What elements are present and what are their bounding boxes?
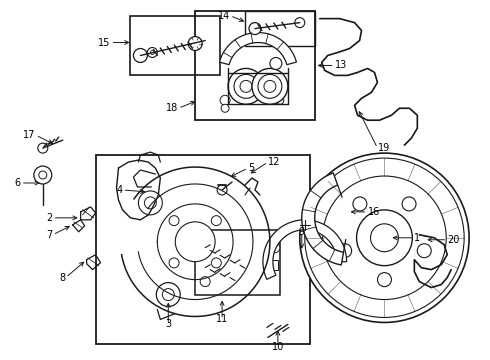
- Circle shape: [270, 243, 280, 253]
- Circle shape: [133, 49, 147, 62]
- Circle shape: [39, 171, 47, 179]
- Circle shape: [417, 244, 431, 258]
- Text: 12: 12: [268, 157, 280, 167]
- Circle shape: [211, 216, 221, 226]
- Circle shape: [377, 273, 392, 287]
- Text: 6: 6: [15, 178, 21, 188]
- Circle shape: [156, 283, 180, 306]
- Text: 17: 17: [24, 130, 36, 140]
- Circle shape: [234, 75, 258, 98]
- Circle shape: [175, 222, 215, 262]
- Text: 19: 19: [377, 143, 390, 153]
- Circle shape: [147, 48, 157, 58]
- Text: 18: 18: [166, 103, 178, 113]
- Bar: [245, 11, 315, 45]
- Text: 20: 20: [447, 235, 460, 245]
- Circle shape: [402, 197, 416, 211]
- Bar: [266, 260, 278, 270]
- Polygon shape: [220, 32, 296, 65]
- Circle shape: [211, 258, 221, 268]
- Text: 15: 15: [98, 37, 111, 48]
- Circle shape: [169, 258, 179, 268]
- Circle shape: [221, 104, 229, 112]
- Bar: [130, 15, 220, 75]
- Text: 8: 8: [60, 273, 66, 283]
- Text: 9: 9: [299, 227, 305, 237]
- Text: 10: 10: [272, 342, 284, 352]
- Circle shape: [200, 276, 210, 287]
- Circle shape: [305, 158, 464, 318]
- Circle shape: [295, 18, 305, 28]
- Circle shape: [240, 80, 252, 92]
- Circle shape: [338, 244, 352, 258]
- Circle shape: [323, 176, 446, 300]
- Circle shape: [169, 216, 179, 226]
- Text: 11: 11: [216, 314, 228, 324]
- Circle shape: [353, 197, 367, 211]
- Bar: [195, 230, 280, 294]
- Text: 2: 2: [47, 213, 53, 223]
- Circle shape: [150, 50, 154, 54]
- Circle shape: [264, 80, 276, 92]
- Circle shape: [162, 289, 174, 301]
- Circle shape: [300, 153, 469, 323]
- Circle shape: [276, 96, 284, 104]
- Circle shape: [249, 23, 261, 35]
- Text: 14: 14: [218, 11, 230, 21]
- Circle shape: [357, 210, 413, 266]
- Circle shape: [38, 143, 48, 153]
- Text: 3: 3: [165, 319, 172, 329]
- Circle shape: [188, 37, 202, 50]
- Circle shape: [220, 95, 230, 105]
- Text: 13: 13: [335, 60, 347, 71]
- Circle shape: [370, 224, 398, 252]
- Text: 1: 1: [415, 233, 420, 243]
- Text: 7: 7: [47, 230, 53, 240]
- Circle shape: [217, 185, 227, 195]
- Circle shape: [228, 68, 264, 104]
- Polygon shape: [263, 220, 346, 279]
- Bar: [96, 155, 310, 345]
- Circle shape: [145, 197, 156, 209]
- Circle shape: [252, 68, 288, 104]
- Circle shape: [270, 58, 282, 69]
- Circle shape: [138, 191, 162, 215]
- Bar: [195, 11, 315, 120]
- Text: 5: 5: [248, 163, 254, 173]
- Text: 4: 4: [116, 185, 122, 195]
- Polygon shape: [302, 173, 343, 265]
- Circle shape: [258, 75, 282, 98]
- Text: 16: 16: [368, 207, 380, 217]
- Circle shape: [34, 166, 52, 184]
